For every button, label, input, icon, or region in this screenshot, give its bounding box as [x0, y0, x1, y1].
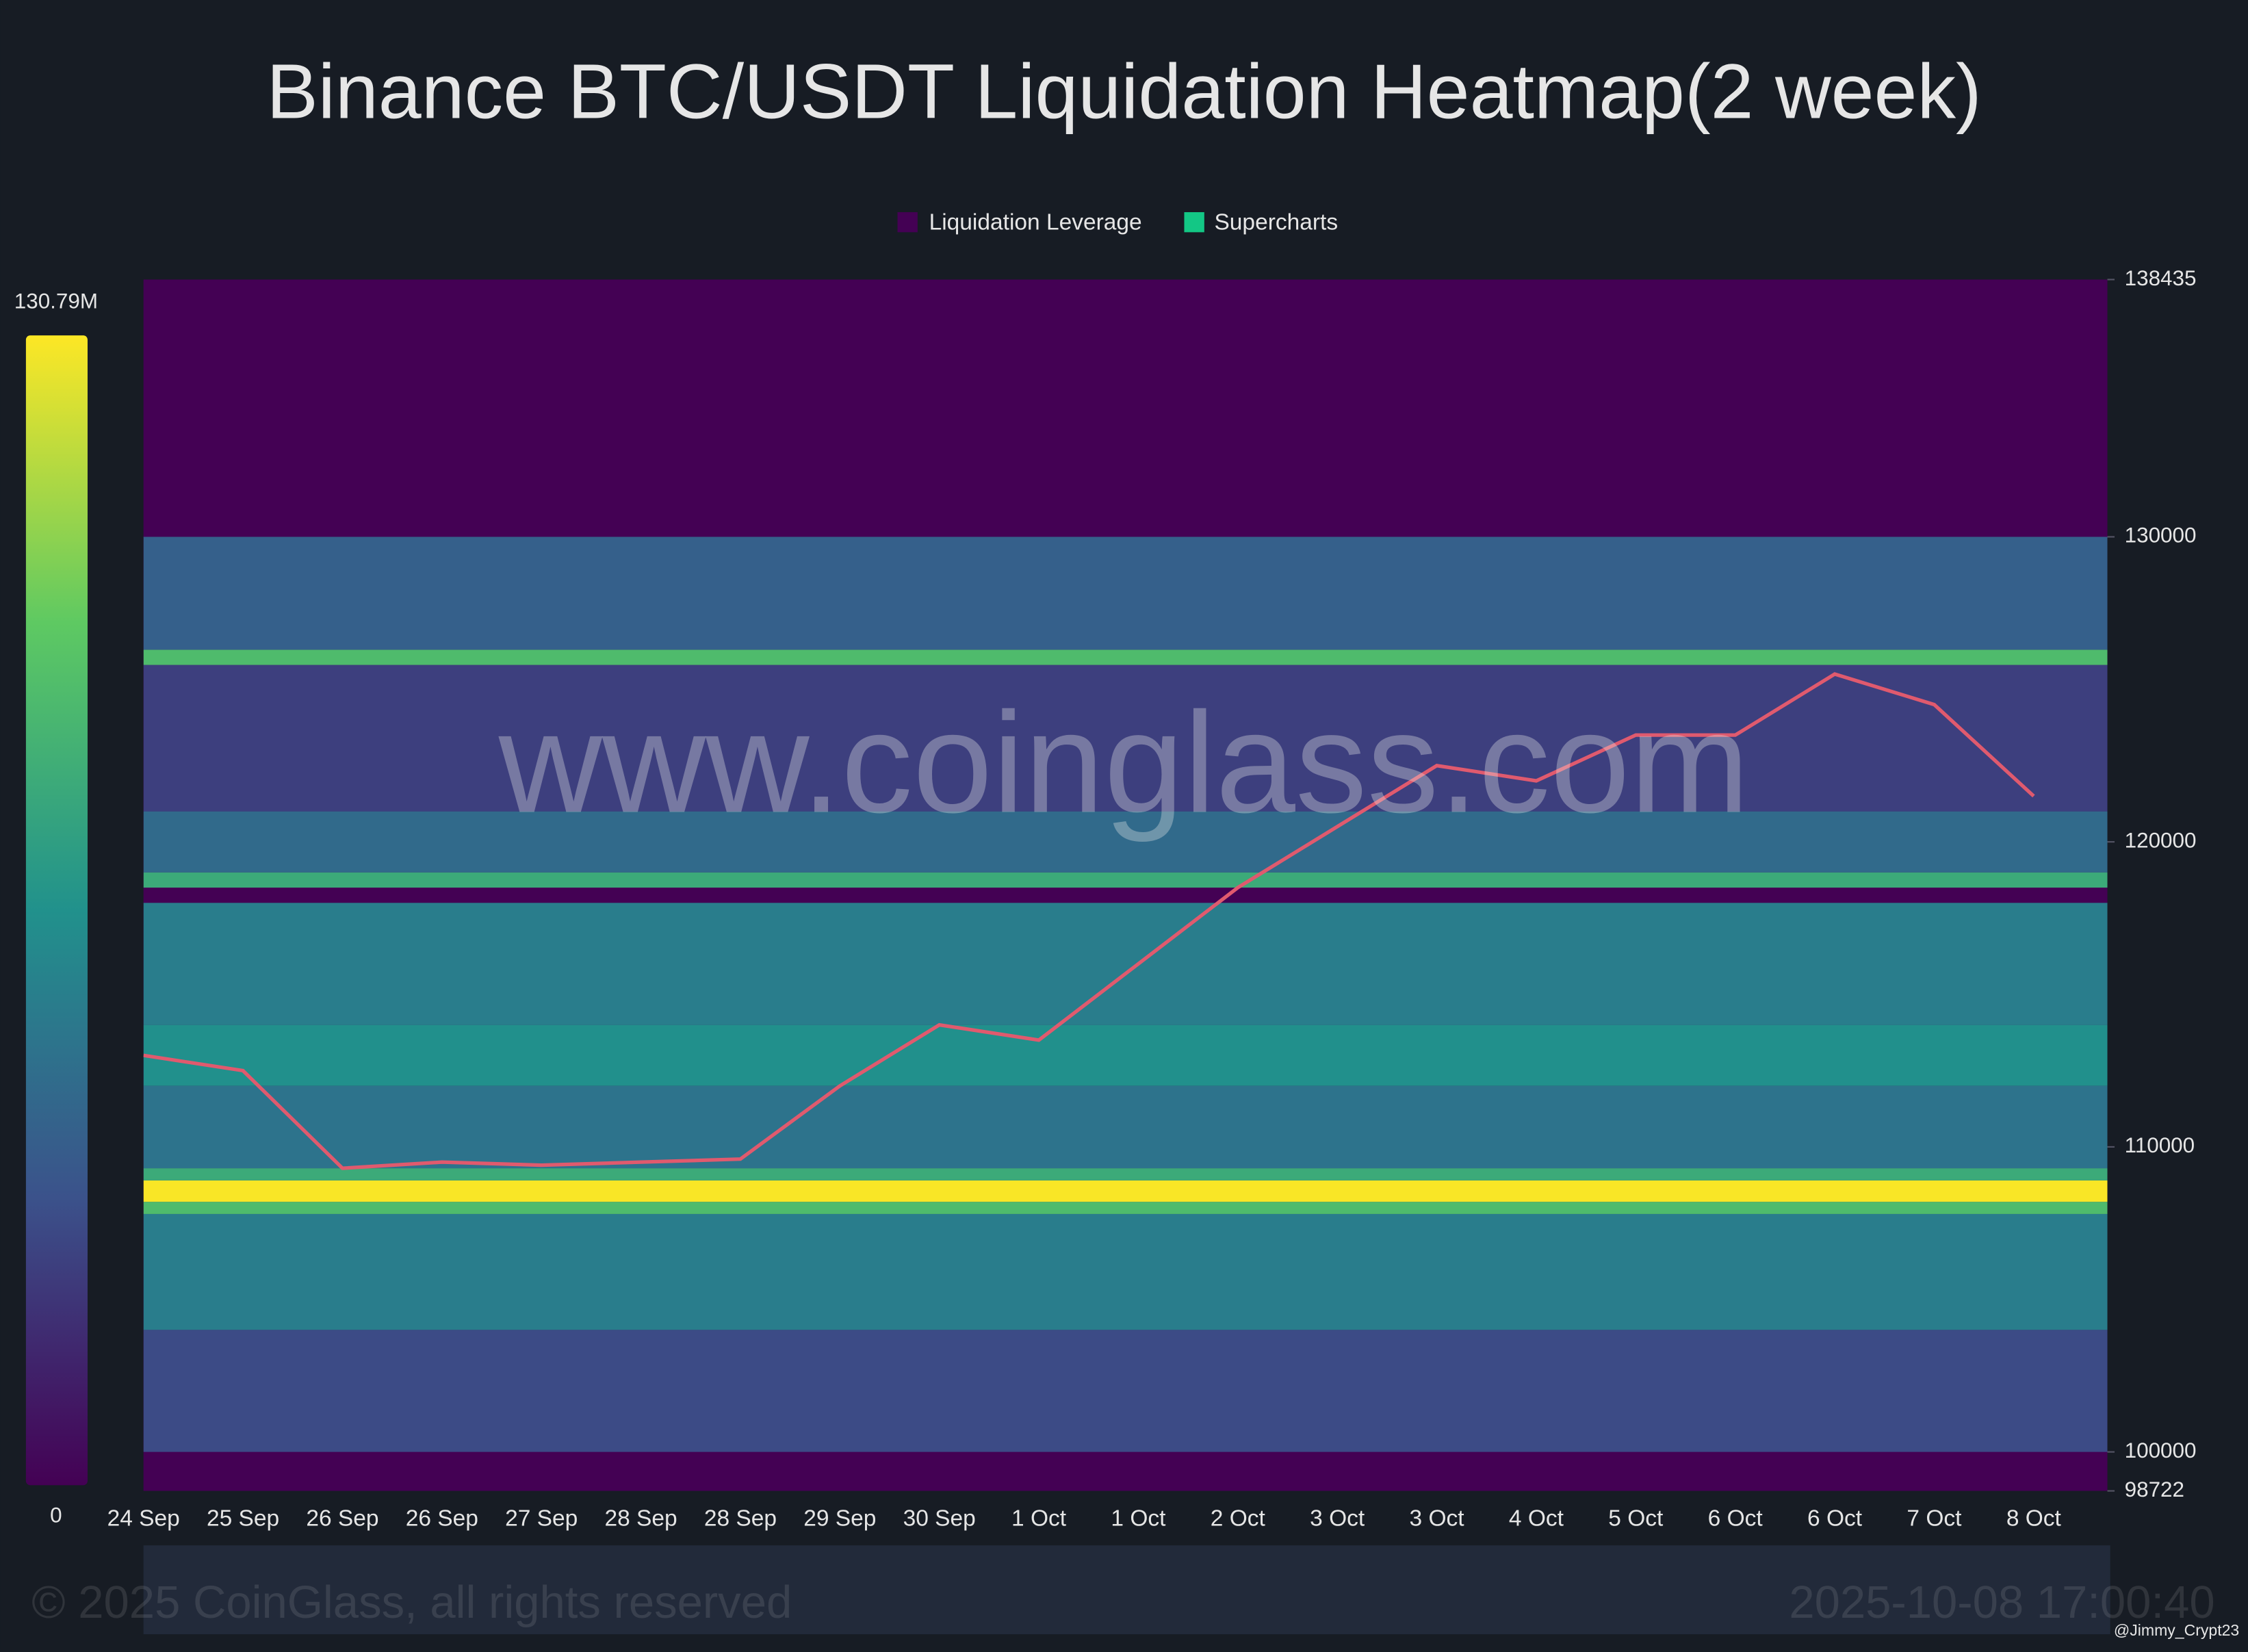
- x-tick-label: 7 Oct: [1907, 1506, 1962, 1531]
- heat-band: [143, 1024, 2108, 1086]
- y-tick-label: 120000: [2125, 828, 2197, 852]
- copyright: © 2025 CoinGlass, all rights reserved: [31, 1577, 792, 1628]
- x-tick-label: 4 Oct: [1509, 1506, 1564, 1531]
- x-tick-label: 28 Sep: [604, 1506, 677, 1531]
- price-line: [143, 672, 2035, 1170]
- heat-band: [143, 1202, 2108, 1214]
- legend-swatch[interactable]: [1184, 212, 1204, 233]
- watermark: www.coinglass.com: [498, 683, 1750, 843]
- heat-band: [143, 1168, 2108, 1180]
- heat-band: [143, 664, 2108, 812]
- heat-band: [143, 649, 2108, 665]
- credit: @Jimmy_Crypt23: [2114, 1621, 2239, 1639]
- y-tick-label: 130000: [2125, 524, 2197, 547]
- x-tick-label: 28 Sep: [704, 1506, 777, 1531]
- x-tick-label: 24 Sep: [107, 1506, 180, 1531]
- navigator[interactable]: [143, 1545, 2110, 1635]
- x-tick-label: 1 Oct: [1011, 1506, 1067, 1531]
- x-tick-label: 6 Oct: [1708, 1506, 1763, 1531]
- legend-swatch[interactable]: [897, 212, 918, 233]
- x-tick-label: 1 Oct: [1111, 1506, 1166, 1531]
- y-tick-label: 110000: [2125, 1133, 2195, 1157]
- x-tick-label: 6 Oct: [1807, 1506, 1863, 1531]
- legend-label[interactable]: Liquidation Leverage: [929, 210, 1142, 235]
- x-tick-label: 3 Oct: [1310, 1506, 1365, 1531]
- y-tick-label: 138435: [2125, 266, 2197, 290]
- legend-label[interactable]: Supercharts: [1214, 210, 1338, 235]
- x-tick-label: 26 Sep: [306, 1506, 378, 1531]
- x-tick-label: 8 Oct: [2006, 1506, 2062, 1531]
- x-tick-label: 5 Oct: [1608, 1506, 1664, 1531]
- heat-band: [143, 1085, 2108, 1169]
- heat-band: [143, 1330, 2108, 1452]
- heat-band: [143, 872, 2108, 888]
- y-tick-label: 98722: [2125, 1477, 2184, 1501]
- heat-band: [143, 1213, 2108, 1330]
- x-tick-label: 3 Oct: [1410, 1506, 1465, 1531]
- heat-band: [143, 537, 2108, 650]
- timestamp: 2025-10-08 17:00:40: [1789, 1577, 2214, 1628]
- x-tick-label: 25 Sep: [207, 1506, 279, 1531]
- x-tick-label: 27 Sep: [505, 1506, 578, 1531]
- color-bar-label: 0: [50, 1503, 62, 1527]
- x-tick-label: 30 Sep: [903, 1506, 976, 1531]
- heat-band: [143, 811, 2108, 873]
- y-tick-label: 100000: [2125, 1438, 2197, 1462]
- chart-title: Binance BTC/USDT Liquidation Heatmap(2 w…: [266, 48, 1981, 134]
- color-bar-label: 130.79M: [14, 289, 98, 313]
- x-tick-label: 2 Oct: [1211, 1506, 1266, 1531]
- x-tick-label: 26 Sep: [406, 1506, 478, 1531]
- color-bar: [25, 335, 88, 1486]
- heat-band: [143, 903, 2108, 1025]
- x-tick-label: 29 Sep: [803, 1506, 876, 1531]
- heat-band: [143, 1180, 2108, 1202]
